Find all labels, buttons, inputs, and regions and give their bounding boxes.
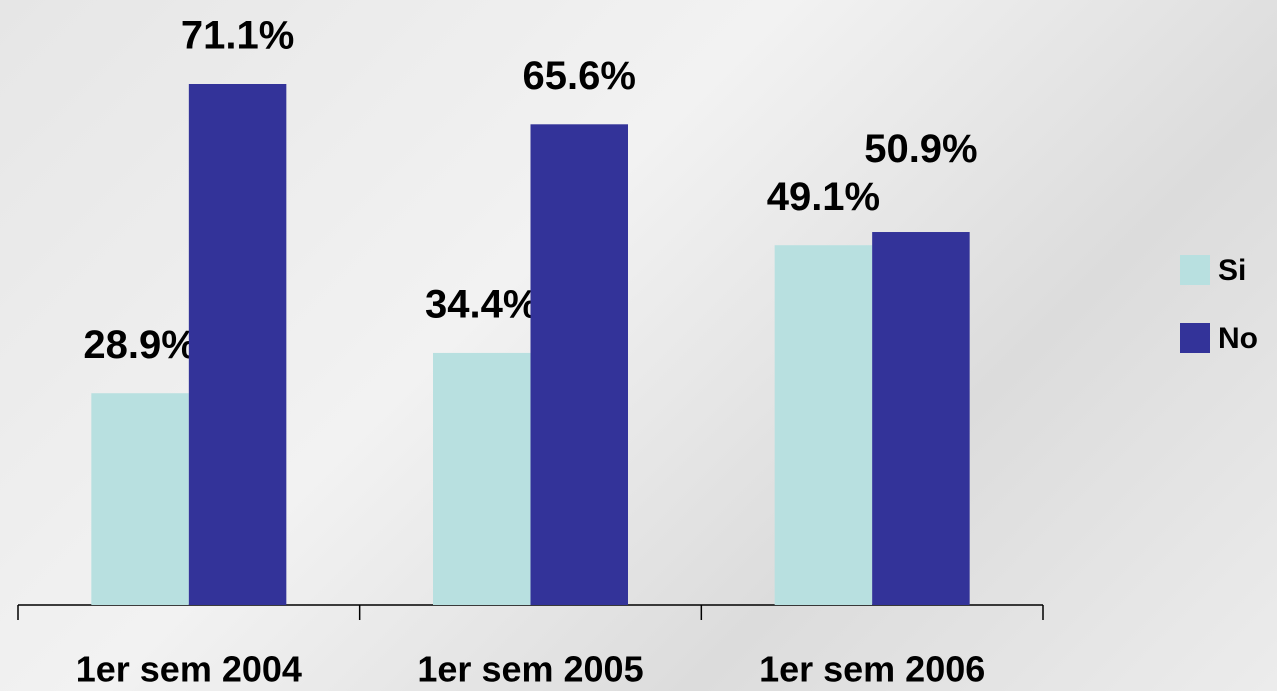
legend-label: Si xyxy=(1218,254,1246,287)
x-tick-label: 1er sem 2006 xyxy=(759,649,985,690)
bar xyxy=(530,124,628,605)
bar xyxy=(91,393,189,605)
x-tick-label: 1er sem 2005 xyxy=(417,649,643,690)
value-label: 65.6% xyxy=(523,54,636,98)
value-label: 34.4% xyxy=(425,282,538,326)
legend-label: No xyxy=(1218,322,1258,355)
legend-swatch xyxy=(1180,255,1210,285)
bar xyxy=(433,352,531,605)
value-label: 49.1% xyxy=(767,175,880,219)
value-label: 28.9% xyxy=(83,323,196,367)
value-label: 71.1% xyxy=(181,14,294,58)
bar xyxy=(188,84,287,605)
x-tick-label: 1er sem 2004 xyxy=(76,649,302,690)
bar xyxy=(872,232,970,605)
value-label: 50.9% xyxy=(864,127,977,171)
legend-swatch xyxy=(1180,323,1210,353)
bar xyxy=(774,245,873,605)
